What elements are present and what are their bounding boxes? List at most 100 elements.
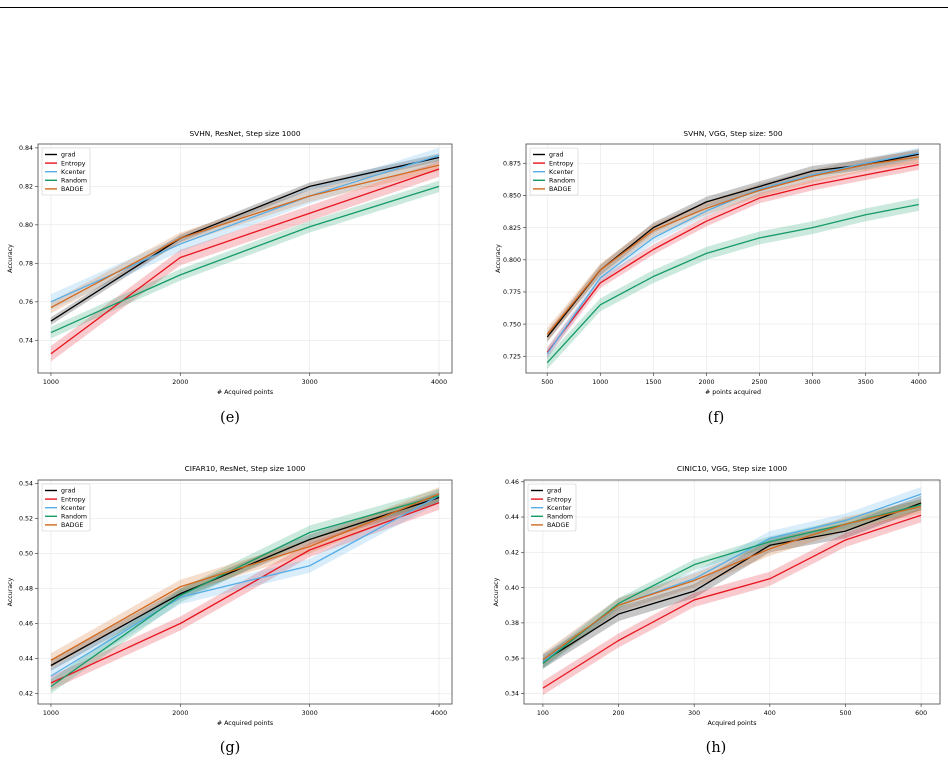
- y-tick-label: 0.725: [503, 353, 521, 360]
- chart-svhn-resnet: 1000 2000 3000 4000 0.74 0.76 0.78 0.80 0.82 0.84…: [0, 126, 470, 406]
- chart-svg: 100 200 300 400 500 600 0.34 0.36 0.38 0.40 0.42 0.…: [493, 464, 941, 727]
- legend-box: [527, 483, 577, 532]
- band-entropy: [50, 495, 440, 690]
- y-tick-label: 0.46: [505, 479, 519, 486]
- series-line-entropy: [546, 163, 919, 353]
- y-tick-label: 0.82: [19, 184, 33, 191]
- series-line-badge: [50, 493, 440, 661]
- caption-e: (e): [220, 410, 240, 426]
- caption-f: (f): [707, 410, 725, 426]
- x-tick-label: 2000: [698, 379, 714, 386]
- y-axis-label: Accuracy: [7, 577, 14, 606]
- x-tick-label: 2000: [172, 710, 188, 717]
- top-rule: [0, 7, 948, 8]
- chart-title: CIFAR10, ResNet, Step size 1000: [185, 464, 306, 473]
- chart-svg: 1000 2000 3000 4000 0.42 0.44 0.46 0.48 0.50 0.52…: [7, 464, 453, 727]
- y-tick-label: 0.800: [503, 257, 521, 264]
- legend-entry-badge: BADGE: [549, 186, 571, 193]
- series-line-entropy: [50, 502, 440, 684]
- x-tick-label: 3000: [805, 379, 821, 386]
- series-line-badge: [50, 164, 440, 309]
- x-tick-label: 3500: [858, 379, 874, 386]
- chart-title: CINIC10, VGG, Step size 1000: [677, 464, 787, 473]
- x-tick-label: 200: [613, 710, 625, 717]
- y-tick-label: 0.34: [505, 691, 519, 698]
- legend-entry-entropy: Entropy: [549, 160, 574, 167]
- x-tick-label: 2000: [172, 379, 188, 386]
- x-axis-label: Acquired points: [707, 720, 756, 727]
- y-tick-label: 0.38: [505, 620, 519, 627]
- band-random: [50, 180, 440, 339]
- y-tick-label: 0.36: [505, 655, 519, 662]
- x-tick-label: 100: [537, 710, 549, 717]
- plot-area: [38, 144, 452, 373]
- series-line-kcenter: [50, 495, 440, 677]
- legend-box: [41, 147, 91, 196]
- plot-frame: [37, 143, 453, 374]
- x-tick-label: 3000: [302, 710, 318, 717]
- y-tick-label: 0.42: [505, 550, 519, 557]
- y-tick-label: 0.50: [19, 551, 33, 558]
- legend-entry-badge: BADGE: [61, 522, 83, 529]
- x-tick-label: 4000: [431, 379, 447, 386]
- chart-title: SVHN, ResNet, Step size 1000: [189, 129, 300, 138]
- series-line-random: [50, 495, 440, 688]
- legend-entry-kcenter: Kcenter: [549, 169, 574, 176]
- chart-svg: 500 1000 1500 2000 2500 3000 3500 4000 0.725 0.75…: [495, 129, 941, 396]
- y-tick-label: 0.46: [19, 621, 33, 628]
- band-badge: [50, 487, 440, 668]
- chart-title: SVHN, VGG, Step size: 500: [683, 129, 782, 138]
- x-tick-label: 500: [839, 710, 851, 717]
- legend-entry-grad: grad: [547, 488, 561, 495]
- legend-entry-badge: BADGE: [547, 522, 569, 529]
- chart-cifar10-resnet: 1000 2000 3000 4000 0.42 0.44 0.46 0.48 0.50 0.52…: [0, 460, 470, 730]
- legend-entry-badge: BADGE: [61, 186, 83, 193]
- legend-entry-random: Random: [61, 514, 87, 521]
- legend-entry-random: Random: [61, 178, 87, 185]
- y-tick-label: 0.850: [503, 193, 521, 200]
- y-axis-label: Accuracy: [7, 244, 14, 273]
- caption-h: (h): [705, 740, 727, 756]
- y-axis-label: Accuracy: [493, 577, 500, 606]
- legend-entry-kcenter: Kcenter: [61, 505, 86, 512]
- series-line-entropy: [50, 168, 440, 355]
- y-tick-label: 0.76: [19, 299, 33, 306]
- series-line-random: [546, 203, 919, 364]
- legend-entry-kcenter: Kcenter: [61, 169, 86, 176]
- y-axis-label: Accuracy: [495, 244, 502, 273]
- chart-svhn-vgg: 500 1000 1500 2000 2500 3000 3500 4000 0.725 0.75…: [474, 126, 948, 406]
- x-axis-label: # Acquired points: [217, 720, 273, 727]
- legend-entry-grad: grad: [61, 488, 75, 495]
- y-tick-label: 0.74: [19, 337, 33, 344]
- legend-entry-entropy: Entropy: [61, 160, 86, 167]
- band-kcenter: [50, 488, 440, 683]
- legend-entry-entropy: Entropy: [61, 496, 86, 503]
- chart-cinic10-vgg: 100 200 300 400 500 600 0.34 0.36 0.38 0.40 0.42 0.…: [474, 460, 948, 730]
- band-grad: [542, 495, 922, 669]
- y-tick-label: 0.44: [19, 656, 33, 663]
- y-tick-label: 0.78: [19, 261, 33, 268]
- plot-frame: [37, 479, 453, 705]
- series-line-badge: [546, 156, 919, 335]
- y-tick-label: 0.52: [19, 516, 33, 523]
- x-tick-label: 2500: [752, 379, 768, 386]
- x-tick-label: 1000: [43, 710, 59, 717]
- x-tick-label: 1500: [645, 379, 661, 386]
- plot-area: [526, 144, 940, 373]
- series-line-grad: [542, 502, 922, 663]
- band-random: [542, 499, 922, 669]
- band-entropy: [542, 508, 922, 696]
- x-tick-label: 3000: [302, 379, 318, 386]
- x-axis-label: # Acquired points: [217, 389, 273, 396]
- y-tick-label: 0.40: [505, 585, 519, 592]
- x-tick-label: 600: [915, 710, 927, 717]
- legend-box: [529, 147, 579, 196]
- legend-entry-grad: grad: [549, 152, 563, 159]
- legend-entry-kcenter: Kcenter: [547, 505, 572, 512]
- band-badge: [542, 499, 922, 667]
- band-random: [547, 198, 919, 370]
- y-tick-label: 0.42: [19, 691, 33, 698]
- x-tick-label: 400: [764, 710, 776, 717]
